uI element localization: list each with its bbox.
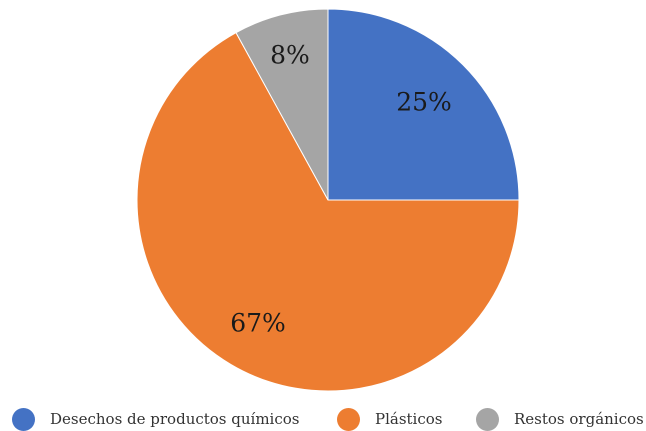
legend-label-quimicos: Desechos de productos químicos: [50, 410, 300, 428]
legend-item-plasticos: Plásticos: [337, 408, 443, 430]
legend-label-organicos: Restos orgánicos: [514, 410, 644, 428]
legend-item-quimicos: Desechos de productos químicos: [12, 408, 300, 430]
legend-item-organicos: Restos orgánicos: [476, 408, 644, 430]
data-label-plasticos: 67%: [230, 309, 286, 338]
chart-legend: Desechos de productos químicos Plásticos…: [0, 408, 646, 430]
legend-swatch-plasticos: [337, 408, 360, 431]
legend-label-plasticos: Plásticos: [375, 410, 443, 428]
legend-swatch-organicos: [476, 408, 499, 431]
data-label-quimicos: 25%: [396, 88, 452, 117]
data-label-organicos: 8%: [270, 41, 310, 70]
legend-swatch-quimicos: [12, 408, 35, 431]
